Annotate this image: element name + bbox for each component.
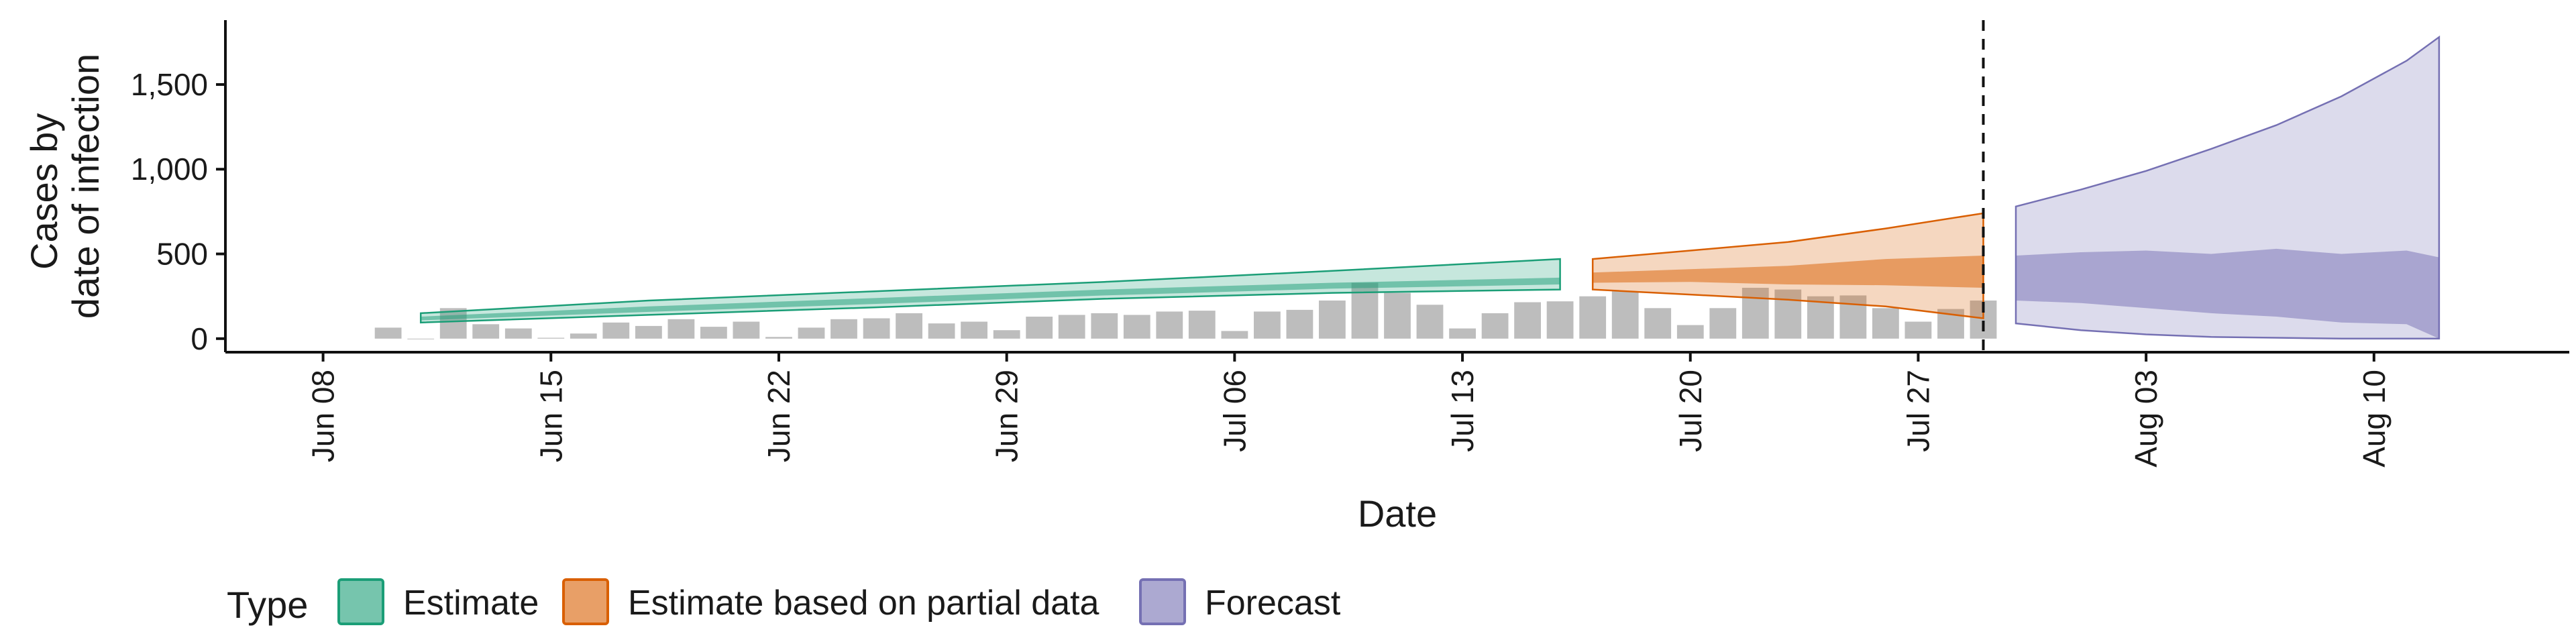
reported-case-bar (1026, 317, 1053, 339)
estimate-series (419, 258, 1561, 324)
reported-case-bar (1449, 328, 1476, 339)
legend-item-estimate: Estimate (337, 578, 539, 625)
reported-case-bar (1058, 315, 1085, 339)
forecast-50-interval (2016, 248, 2439, 339)
reported-case-bar (928, 323, 955, 339)
y-tick-label: 1,000 (131, 152, 208, 186)
y-axis-title-line-2: date of infection (64, 54, 107, 319)
legend-label: Estimate based on partial data (628, 584, 1099, 623)
reported-case-bar (961, 321, 987, 339)
legend-items: Estimate Estimate based on partial data Fo… (337, 578, 1341, 625)
reported-case-bar (1416, 305, 1444, 339)
legend-title: Type (227, 584, 308, 626)
reported-case-bar (1254, 311, 1281, 339)
y-tick-label: 1,500 (131, 67, 208, 102)
reported-case-bar (765, 337, 792, 339)
reported-case-bar (635, 325, 662, 339)
reported-case-bar (1611, 291, 1639, 339)
legend-item-estimate-based-on-partial-data: Estimate based on partial data (562, 578, 1099, 625)
reported-case-bar (1286, 309, 1313, 339)
x-tick-label: Jun 15 (533, 370, 568, 462)
legend-label: Estimate (403, 584, 539, 623)
reported-case-bar (1839, 295, 1867, 339)
reported-case-bar (537, 337, 565, 339)
legend-swatch (1139, 578, 1186, 625)
estimate-based-on-partial-data-50-interval (1593, 256, 1984, 288)
reported-case-bar (374, 327, 402, 339)
reported-case-bar (1709, 308, 1737, 339)
x-tick-label: Jun 22 (761, 370, 796, 462)
reported-case-bar (1904, 321, 1932, 339)
reported-case-bar (1481, 313, 1509, 339)
reported-case-bar (830, 319, 857, 339)
reported-case-bar (1514, 302, 1541, 339)
y-tick-label: 500 (156, 237, 208, 272)
estimate-50-interval (421, 277, 1560, 321)
x-tick-label: Jul 06 (1217, 370, 1252, 452)
reported-case-bar (1156, 311, 1183, 339)
reported-case-bar (733, 321, 760, 339)
legend-item-forecast: Forecast (1139, 578, 1341, 625)
reported-case-bar (472, 324, 500, 339)
x-axis-ticks: Jun 08 Jun 15 Jun 22 Jun 29 Jul 06 Jul 13 Jul … (306, 352, 2392, 468)
reported-case-bar (896, 313, 922, 339)
x-tick-label: Jun 08 (306, 370, 341, 462)
y-axis-ticks: 0 500 1,000 1,500 (131, 67, 225, 356)
reported-case-bar (700, 327, 727, 339)
reported-case-bar (1676, 325, 1704, 339)
reported-case-bar (798, 327, 825, 339)
x-tick-label: Jul 27 (1900, 370, 1935, 452)
reported-case-bar (1319, 301, 1346, 339)
x-tick-label: Jun 29 (989, 370, 1024, 462)
reported-case-bar (1872, 308, 1899, 339)
reported-case-bar (1546, 301, 1574, 339)
reported-case-bar (439, 308, 467, 339)
reported-case-bar (1221, 331, 1248, 339)
x-tick-label: Jul 13 (1445, 370, 1480, 452)
legend: Type Estimate Estimate based on partial d… (227, 578, 1341, 626)
reported-case-bar (602, 322, 630, 339)
reported-case-bar (1579, 296, 1607, 339)
reported-case-bar (504, 328, 532, 339)
legend-swatch (337, 578, 384, 625)
reported-cases-bars (374, 282, 1997, 339)
reported-case-bar (1188, 311, 1216, 339)
reported-case-bar (570, 333, 597, 339)
legend-swatch (562, 578, 609, 625)
reported-case-bar (1091, 313, 1118, 339)
x-axis-title: Date (1358, 492, 1437, 535)
y-axis-title-line-1: Cases by (23, 113, 65, 270)
reported-case-bar (1644, 308, 1672, 339)
legend-label: Forecast (1205, 584, 1341, 623)
y-tick-label: 0 (191, 321, 208, 356)
y-axis-title: Cases by date of infection (23, 54, 107, 319)
x-tick-label: Aug 03 (2129, 370, 2163, 468)
reported-case-bar (667, 319, 695, 339)
forecast-series (2015, 35, 2440, 340)
reported-case-bar (1123, 315, 1150, 339)
reported-case-bar (863, 318, 890, 339)
estimate-based-on-partial-data-series (1591, 212, 1984, 319)
reported-case-bar (1741, 288, 1769, 339)
estimate-bands (419, 35, 2440, 340)
reported-case-bar (993, 330, 1020, 339)
x-tick-label: Aug 10 (2357, 370, 2392, 468)
reported-case-bar (1384, 292, 1411, 339)
x-tick-label: Jul 20 (1673, 370, 1708, 452)
reported-case-bar (1774, 289, 1802, 339)
